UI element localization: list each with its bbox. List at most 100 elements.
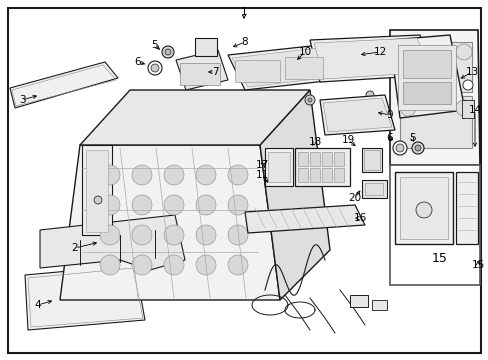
Circle shape — [196, 195, 216, 215]
Bar — [297, 152, 307, 166]
Circle shape — [227, 195, 247, 215]
Circle shape — [94, 196, 102, 204]
Polygon shape — [313, 38, 431, 79]
Text: 20: 20 — [348, 193, 361, 203]
Bar — [285, 57, 323, 79]
Circle shape — [132, 165, 152, 185]
Circle shape — [455, 100, 471, 116]
Text: 1: 1 — [240, 7, 247, 17]
Circle shape — [163, 225, 183, 245]
Bar — [363, 150, 379, 170]
Text: 5: 5 — [408, 133, 414, 143]
Polygon shape — [227, 45, 334, 90]
Bar — [399, 177, 447, 239]
Bar — [361, 180, 386, 198]
Circle shape — [163, 195, 183, 215]
Polygon shape — [319, 95, 394, 135]
Text: 5: 5 — [151, 40, 158, 50]
Text: 4: 4 — [35, 300, 41, 310]
Bar — [235, 60, 280, 82]
Circle shape — [100, 195, 120, 215]
Circle shape — [164, 49, 171, 55]
Text: 2: 2 — [72, 243, 78, 253]
Circle shape — [411, 142, 423, 154]
Text: 8: 8 — [241, 37, 248, 47]
Circle shape — [399, 100, 415, 116]
Polygon shape — [244, 205, 364, 233]
Bar — [399, 42, 471, 92]
Bar — [333, 168, 343, 182]
Bar — [264, 148, 292, 186]
Text: 7: 7 — [211, 67, 218, 77]
Bar — [333, 152, 343, 166]
Text: 9: 9 — [386, 110, 392, 120]
Text: 12: 12 — [373, 47, 386, 57]
Bar — [321, 168, 331, 182]
Bar — [394, 172, 452, 244]
Bar — [349, 295, 367, 307]
Circle shape — [148, 61, 162, 75]
Text: 17: 17 — [255, 160, 268, 170]
Polygon shape — [80, 90, 309, 145]
Circle shape — [132, 255, 152, 275]
Circle shape — [399, 44, 415, 60]
Text: 14: 14 — [468, 105, 481, 115]
Polygon shape — [389, 30, 479, 165]
Circle shape — [196, 165, 216, 185]
Bar — [364, 183, 382, 195]
Bar — [397, 45, 455, 110]
Circle shape — [305, 95, 314, 105]
Circle shape — [227, 225, 247, 245]
Bar — [86, 150, 108, 232]
Polygon shape — [260, 90, 329, 300]
Text: 3: 3 — [19, 95, 25, 105]
Text: 18: 18 — [308, 137, 321, 147]
Text: 6: 6 — [134, 57, 141, 67]
Circle shape — [415, 202, 431, 218]
Bar — [309, 152, 319, 166]
Bar — [309, 168, 319, 182]
Circle shape — [462, 80, 472, 90]
Circle shape — [307, 98, 311, 102]
Bar — [402, 82, 450, 104]
Circle shape — [100, 255, 120, 275]
Circle shape — [162, 46, 174, 58]
Polygon shape — [10, 62, 118, 108]
Bar — [297, 168, 307, 182]
Circle shape — [395, 144, 403, 152]
Polygon shape — [389, 35, 464, 118]
Circle shape — [227, 255, 247, 275]
Bar — [371, 300, 386, 310]
Text: 16: 16 — [353, 213, 366, 223]
Circle shape — [414, 145, 420, 151]
Polygon shape — [40, 215, 184, 270]
Text: 15: 15 — [431, 252, 447, 265]
Text: 6: 6 — [386, 133, 392, 143]
Bar — [461, 100, 473, 118]
Polygon shape — [309, 35, 434, 82]
Circle shape — [132, 195, 152, 215]
Polygon shape — [60, 145, 280, 300]
Circle shape — [132, 225, 152, 245]
Bar — [402, 50, 450, 78]
Bar — [455, 172, 477, 244]
Bar — [389, 165, 479, 285]
Circle shape — [196, 255, 216, 275]
Bar — [321, 152, 331, 166]
Text: 19: 19 — [341, 135, 354, 145]
Bar — [361, 148, 381, 172]
Text: 15: 15 — [470, 260, 484, 270]
Circle shape — [392, 141, 406, 155]
Bar — [267, 152, 289, 182]
Polygon shape — [231, 48, 331, 87]
Text: 10: 10 — [298, 47, 311, 57]
Circle shape — [100, 165, 120, 185]
Circle shape — [455, 44, 471, 60]
Circle shape — [151, 64, 159, 72]
Circle shape — [163, 255, 183, 275]
Circle shape — [163, 165, 183, 185]
Polygon shape — [176, 50, 227, 90]
Bar — [82, 145, 112, 235]
Text: 11: 11 — [255, 170, 268, 180]
Polygon shape — [323, 98, 391, 132]
